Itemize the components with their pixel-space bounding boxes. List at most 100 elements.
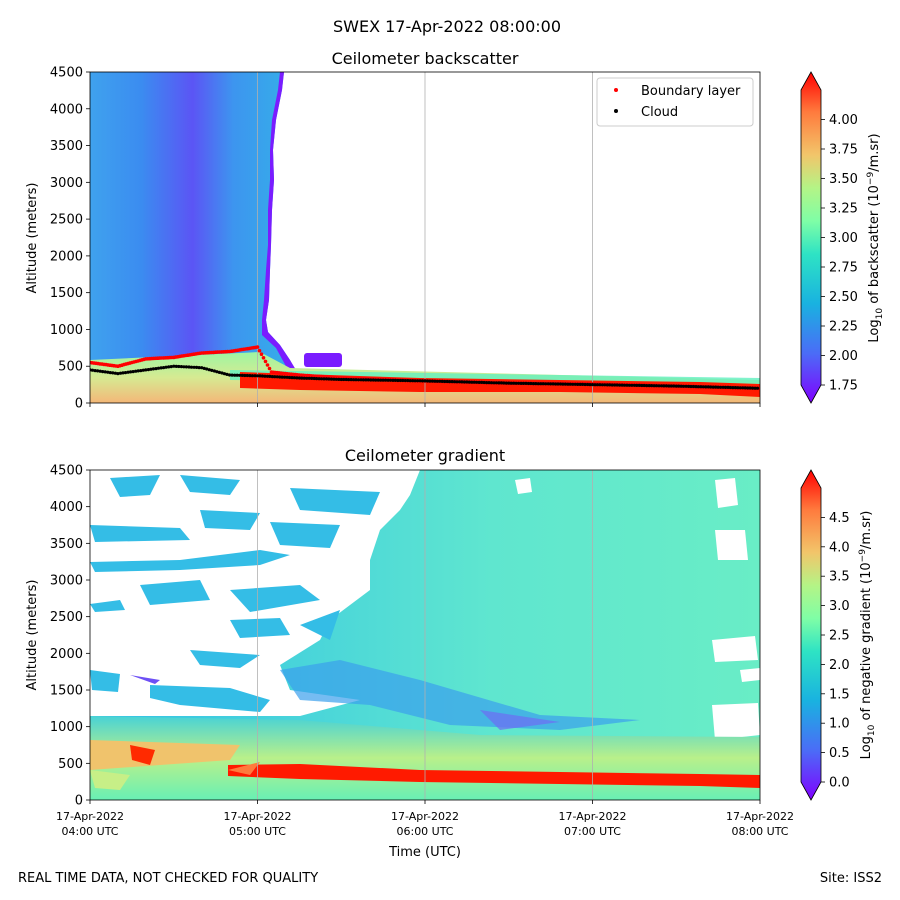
colorbar-tick-label: 1.0 (829, 717, 850, 732)
legend-boundary-label: Boundary layer (641, 84, 741, 99)
cloud-point (300, 376, 304, 380)
cloud-point (578, 382, 582, 386)
cloud-point (536, 382, 540, 386)
cloud-point (283, 375, 287, 379)
colorbar-tick-label: 3.75 (829, 143, 858, 158)
cloud-point (696, 385, 701, 389)
cloud-point (260, 374, 264, 378)
cloud-point (174, 364, 178, 368)
gradient-y-ticks: 0 500 1000 1500 2000 2500 3000 3500 4000 4500 (50, 464, 90, 809)
cloud-point (561, 382, 565, 386)
cloud-point (210, 368, 214, 372)
cloud-point (453, 380, 457, 384)
cloud-point (324, 377, 329, 381)
cloud-point (659, 384, 664, 388)
y-tick-label: 0 (75, 794, 83, 809)
cloud-point (741, 386, 745, 390)
cloud-point (635, 383, 639, 387)
cloud-point (541, 382, 545, 386)
y-tick-label: 2500 (50, 610, 83, 625)
cloud-point (618, 383, 622, 387)
cloud-point (714, 385, 718, 389)
backscatter-colorbar-ticks: 1.75 2.00 2.25 2.50 2.75 3.00 3.25 3.50 3.75 4.00 (821, 113, 858, 394)
cloud-point (268, 374, 272, 378)
cloud-point (406, 379, 410, 383)
cloud-point (455, 380, 459, 384)
colorbar-tick-label: 2.25 (829, 320, 858, 335)
cloud-point (630, 383, 634, 387)
cloud-point (558, 382, 563, 386)
y-tick-label: 4000 (50, 500, 83, 515)
cloud-point (396, 378, 400, 383)
cloud-point (583, 382, 587, 387)
x-tick-label-date: 17-Apr-2022 (558, 810, 626, 823)
colorbar-tick-label: 3.25 (829, 202, 858, 217)
cloud-point (711, 385, 715, 389)
cloud-point (418, 379, 422, 383)
colorbar-tick-label: 4.0 (829, 540, 850, 555)
cloud-point (600, 383, 605, 387)
cloud-point (576, 382, 580, 386)
colorbar-tick-label: 3.00 (829, 231, 858, 246)
cloud-point (238, 373, 242, 377)
cloud-point (141, 368, 145, 372)
cloud-point (423, 379, 427, 383)
cloud-point (359, 378, 363, 382)
cloud-point (425, 379, 430, 383)
cloud-point (164, 365, 168, 369)
cloud-point (428, 379, 432, 383)
cloud-point (674, 384, 678, 388)
cloud-point (502, 381, 506, 385)
colorbar-tick-label: 1.5 (829, 687, 850, 702)
cloud-point (605, 383, 609, 387)
cloud-point (366, 378, 370, 382)
cloud-point (162, 366, 166, 370)
cloud-point (667, 384, 671, 388)
cloud-point (364, 378, 368, 382)
x-tick-label-time: 07:00 UTC (564, 825, 621, 838)
cloud-point (669, 384, 673, 388)
cloud-point (457, 380, 462, 384)
figure-title: SWEX 17-Apr-2022 08:00:00 (333, 17, 561, 36)
cloud-point (509, 381, 513, 385)
cloud-point (581, 382, 585, 386)
backscatter-x-ticks (89, 403, 761, 407)
x-tick-label-time: 05:00 UTC (229, 825, 286, 838)
cloud-point (448, 380, 452, 384)
backscatter-colorbar: 1.75 2.00 2.25 2.50 2.75 3.00 3.25 3.50 3.75 4.00… (800, 71, 885, 404)
cloud-point (361, 378, 365, 382)
backscatter-heatmap (90, 72, 760, 403)
cloud-point (598, 383, 602, 387)
y-tick-label: 1500 (50, 684, 83, 699)
x-tick-label-time: 08:00 UTC (731, 825, 788, 838)
cloud-point (684, 384, 688, 388)
cloud-point (603, 383, 607, 387)
cloud-point (526, 381, 531, 386)
cloud-point (317, 377, 321, 381)
cloud-point (371, 378, 375, 382)
cloud-point (645, 384, 649, 388)
colorbar-tick-label: 2.0 (829, 658, 850, 673)
cloud-point (531, 382, 536, 386)
cloud-point (689, 384, 693, 389)
cloud-point (90, 368, 95, 372)
cloud-point (588, 383, 592, 387)
cloud-point (514, 381, 518, 385)
cloud-point (620, 383, 624, 387)
cloud-point (195, 365, 199, 369)
cloud-point (477, 380, 481, 384)
y-tick-label: 1500 (50, 286, 83, 301)
y-tick-label: 2000 (50, 249, 83, 264)
cloud-point (687, 384, 691, 388)
y-tick-label: 3500 (50, 537, 83, 552)
panel1-title: Ceilometer backscatter (332, 49, 519, 68)
backscatter-colorbar-label: Log10 of backscatter (10−9/m.sr) (866, 133, 885, 342)
cloud-point (568, 382, 572, 386)
cloud-point (726, 385, 730, 389)
cloud-point (139, 369, 143, 373)
cloud-point (672, 384, 676, 388)
cloud-point (610, 383, 614, 387)
legend: Boundary layer Cloud (596, 77, 754, 127)
cloud-point (721, 385, 725, 389)
cloud-point (556, 382, 560, 386)
